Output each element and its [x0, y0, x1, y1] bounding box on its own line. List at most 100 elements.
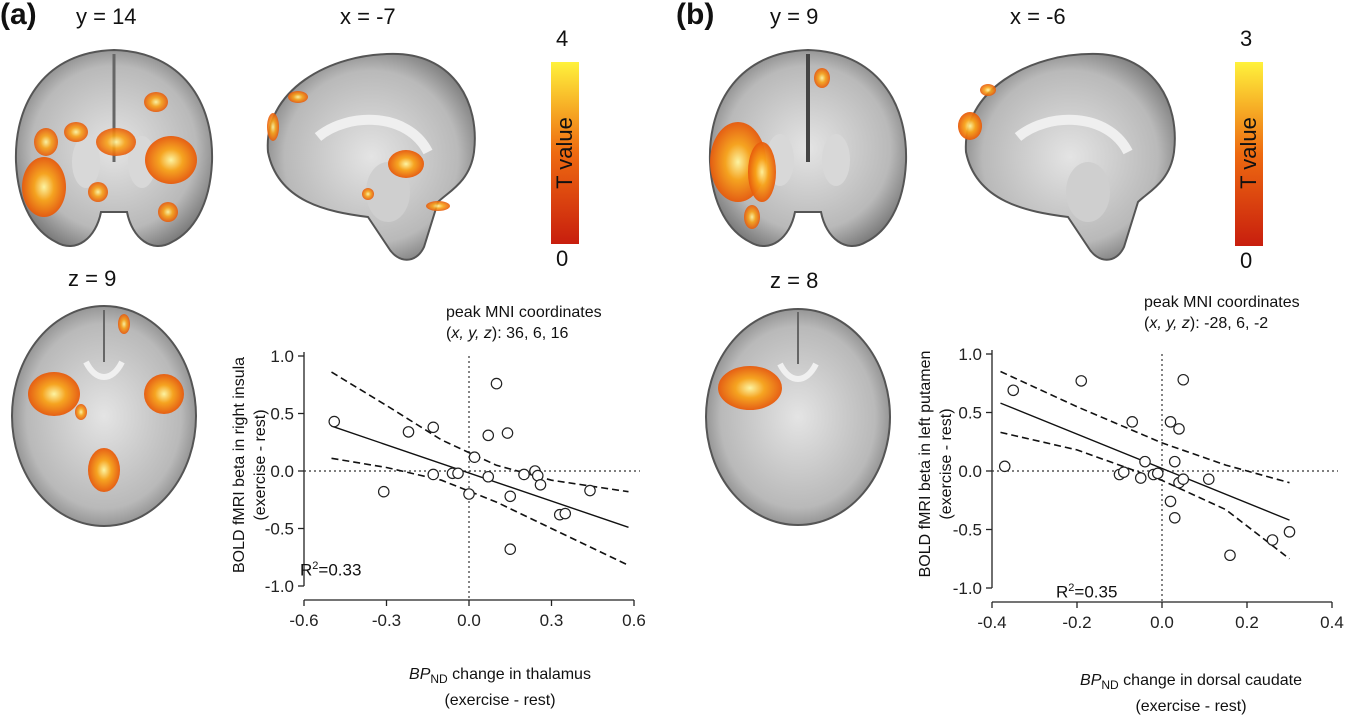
panel-b-point [1177, 473, 1190, 485]
panel-b-point [1007, 384, 1020, 397]
panel-a-point [463, 488, 475, 500]
panel-a-x-tick-label: 0.6 [622, 611, 646, 630]
activation-blobs [958, 84, 996, 140]
panel-a-axial-brain [11, 305, 197, 527]
panel-b-point [1134, 472, 1147, 484]
panel-a-point [427, 468, 440, 481]
panel-b-y-tick-label: 0.5 [958, 404, 982, 423]
panel-a-point [452, 467, 464, 480]
panel-b-point [1224, 549, 1236, 562]
panel-b-label: (b) [676, 0, 715, 31]
panel-a-ci-lower [331, 457, 629, 567]
panel-b-x-tick-label: 0.2 [1235, 613, 1259, 632]
panel-a-y-tick-label: -0.5 [265, 520, 294, 539]
panel-b-point [998, 460, 1011, 473]
panel-a-coronal-brain [14, 48, 214, 248]
panel-a-point [504, 543, 517, 555]
panel-a-x-tick-label: -0.6 [289, 611, 318, 630]
panel-b-point [1126, 416, 1139, 428]
panel-a-colorbar [551, 62, 579, 244]
panel-a-colorbar-max: 4 [556, 26, 569, 51]
panel-a-y-tick-label: 0.0 [270, 462, 294, 481]
panel-a-axial-label: z = 9 [68, 266, 117, 291]
panel-b-colorbar-min: 0 [1240, 248, 1253, 273]
panel-b-point [1139, 455, 1151, 468]
panel-a-point [490, 377, 503, 390]
panel-a-point [402, 426, 415, 438]
panel-a-point [427, 421, 440, 434]
panel-b-point [1177, 373, 1190, 386]
panel-a-point [584, 484, 596, 497]
panel-a-r2: R2=0.33 [300, 560, 362, 580]
panel-b-point [1168, 455, 1181, 468]
panel-a-annotation-line2: (x, y, z): 36, 6, 16 [446, 325, 569, 342]
panel-b-axial-brain [705, 308, 891, 526]
activation-blobs [22, 92, 197, 222]
panel-b-r2: R2=0.35 [1056, 582, 1118, 602]
panel-a-coronal-label: y = 14 [76, 4, 137, 29]
panel-b-sagittal-label: x = -6 [1010, 4, 1066, 29]
panel-b-sagittal-brain [958, 52, 1176, 261]
panel-b-y-tick-label: -0.5 [953, 521, 982, 540]
panel-a-sagittal-brain [266, 52, 476, 261]
panel-a-x-tick-label: 0.3 [540, 611, 564, 630]
panel-b-point [1266, 534, 1279, 546]
panel-b-colorbar-max: 3 [1240, 26, 1253, 51]
panel-a-point [482, 429, 495, 442]
panel-a-point [534, 479, 547, 491]
panel-a-point [468, 451, 481, 463]
panel-b-coronal-label: y = 9 [770, 4, 819, 29]
panel-a-point [328, 415, 341, 428]
panel-b-scatter-chart: 1.0 0.5 0.0 -0.5 -1.0 -0.4 -0.2 0.0 0.2 0.4 [953, 345, 1344, 632]
panel-b-y-tick-label: 1.0 [958, 345, 982, 364]
panel-b-point [1164, 495, 1177, 508]
panel-a-annotation-line1: peak MNI coordinates [446, 304, 602, 321]
panel-b-colorbar-title: T value [1236, 117, 1261, 189]
panel-a-x-tick-label: -0.3 [372, 611, 401, 630]
activation-blobs [28, 314, 184, 492]
panel-b-colorbar [1235, 62, 1263, 246]
panel-a-scatter-chart: 1.0 0.5 0.0 -0.5 -1.0 -0.6 -0.3 0.0 0.3 0.6 [265, 347, 646, 630]
panel-b-annotation: peak MNI coordinates (x, y, z): -28, 6, … [1144, 292, 1300, 334]
panel-a-point [518, 468, 530, 481]
panel-b-point [1202, 473, 1215, 485]
panel-a-y-tick-label: 1.0 [270, 347, 294, 366]
panel-b-y-tick-label: -1.0 [953, 579, 982, 598]
panel-b-point [1168, 512, 1181, 524]
panel-b-coronal-brain [708, 48, 908, 248]
panel-b-point [1117, 466, 1130, 478]
panel-a-xlabel: BPND change in thalamus (exercise - rest… [409, 666, 591, 710]
activation-blobs [718, 366, 782, 410]
panel-a-x-tick-label: 0.0 [457, 611, 481, 630]
panel-b-annotation-line1: peak MNI coordinates [1144, 294, 1300, 311]
panel-b-x-tick-label: -0.4 [977, 613, 1006, 632]
panel-a-point [504, 490, 517, 503]
panel-b-point [1164, 416, 1177, 428]
panel-a-label: (a) [0, 0, 37, 31]
panel-b-axial-label: z = 8 [770, 268, 819, 293]
panel-a-y-tick-label: -1.0 [265, 577, 294, 596]
panel-b-point [1283, 526, 1296, 538]
panel-b-x-tick-label: 0.4 [1320, 613, 1344, 632]
panel-a-point [559, 507, 572, 520]
panel-a-colorbar-min: 0 [556, 246, 569, 271]
panel-b-point [1075, 375, 1088, 387]
panel-b-point [1151, 467, 1164, 480]
panel-a-ci-upper [331, 371, 629, 493]
panel-b-xlabel: BPND change in dorsal caudate (exercise … [1080, 672, 1302, 716]
activation-blobs [710, 68, 830, 229]
panel-a-fit-line [331, 425, 629, 528]
panel-a-annotation: peak MNI coordinates (x, y, z): 36, 6, 1… [446, 302, 602, 344]
panel-b-point [1173, 423, 1185, 435]
panel-b-annotation-line2: (x, y, z): -28, 6, -2 [1144, 315, 1269, 332]
panel-b-x-tick-label: 0.0 [1150, 613, 1174, 632]
panel-a-y-tick-label: 0.5 [270, 405, 294, 424]
panel-a-sagittal-label: x = -7 [340, 4, 396, 29]
panel-b-y-tick-label: 0.0 [958, 462, 982, 481]
panel-b-ci-upper [1000, 370, 1290, 484]
panel-a-point [482, 470, 495, 483]
panel-b-ci-lower [1000, 431, 1290, 560]
panel-a-point [377, 485, 390, 498]
panel-b-x-tick-label: -0.2 [1062, 613, 1091, 632]
activation-blobs [267, 91, 450, 211]
